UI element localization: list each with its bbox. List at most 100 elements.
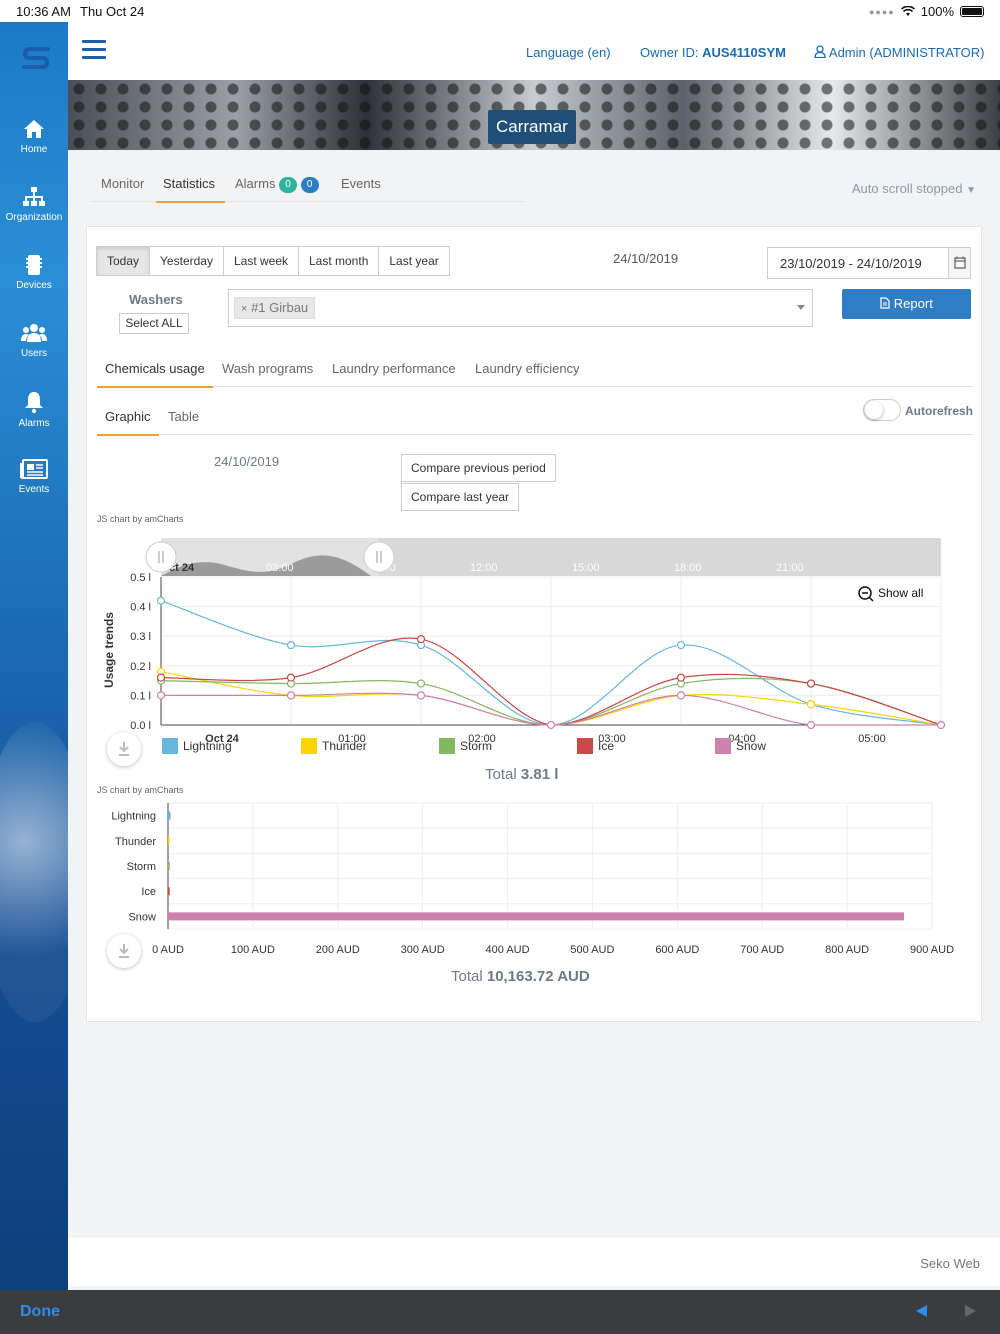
date-range-value: 23/10/2019 - 24/10/2019: [780, 256, 922, 271]
x-tick-label: 800 AUD: [825, 944, 869, 956]
tab-statistics[interactable]: Statistics: [163, 176, 216, 191]
data-point-lightning: [156, 596, 166, 605]
tab-alarms[interactable]: Alarms 0 0: [235, 176, 319, 193]
legend-item-thunder[interactable]: Thunder: [301, 738, 367, 754]
chip-label: #1 Girbau: [251, 300, 309, 315]
category-label: Storm: [127, 861, 156, 873]
current-date: 24/10/2019: [613, 251, 679, 266]
autorefresh-label: Autorefresh: [905, 404, 974, 418]
download-chart-button[interactable]: [107, 934, 141, 968]
subtab-laundry-performance[interactable]: Laundry performance: [332, 361, 456, 376]
legend-label: Thunder: [322, 739, 367, 753]
category-label: Snow: [128, 911, 156, 923]
y-tick-label: 0.1 l: [130, 690, 151, 702]
status-right: ●●●● 100%: [869, 4, 984, 19]
scrollbar-selection: [161, 538, 379, 576]
data-point-storm: [416, 679, 426, 688]
autorefresh-toggle[interactable]: [863, 399, 901, 421]
subtab-chemicals-usage[interactable]: Chemicals usage: [105, 361, 205, 376]
admin-label: Admin (ADMINISTRATOR): [828, 45, 985, 60]
y-tick-label: 0.5 l: [130, 572, 151, 584]
period-last-year-button[interactable]: Last year: [378, 246, 450, 276]
sidebar-item-organization[interactable]: Organization: [0, 186, 68, 223]
sidebar-item-label: Users: [20, 348, 48, 359]
language-link[interactable]: Language (en): [526, 45, 611, 60]
hamburger-menu-icon[interactable]: [82, 40, 106, 60]
scrollbar-handle-right-grip-icon: [376, 551, 382, 563]
data-point-thunder: [806, 700, 816, 709]
subtab-laundry-efficiency[interactable]: Laundry efficiency: [475, 361, 580, 376]
legend-item-ice[interactable]: Ice: [577, 738, 614, 754]
sidebar-item-alarms[interactable]: Alarms: [0, 390, 68, 429]
category-label: Thunder: [115, 836, 156, 848]
data-point-snow: [286, 691, 296, 700]
subtab-wash-programs[interactable]: Wash programs: [222, 361, 314, 376]
users-icon: [21, 324, 47, 342]
statistics-panel: Today Yesterday Last week Last month Las…: [86, 226, 982, 1022]
device-icon: [26, 255, 42, 275]
done-button[interactable]: Done: [20, 1303, 60, 1320]
scrollbar-handle-right-circle: [363, 541, 395, 573]
view-tabs: Graphic Table: [97, 401, 973, 436]
download-chart-button[interactable]: [107, 732, 141, 766]
scrollbar-handle-left-grip-icon: [158, 551, 164, 563]
site-title: Carramar: [488, 110, 576, 144]
x-tick-label: 700 AUD: [740, 944, 784, 956]
total-costs-chart: 0 AUD 100 AUD 200 AUD 300 AUD 400 AUD 500 AUD…: [111, 802, 954, 956]
scrollbar-label: 12:00: [470, 562, 498, 574]
seko-logo-icon[interactable]: [22, 46, 50, 70]
tab-graphic[interactable]: Graphic: [105, 409, 151, 424]
period-yesterday-button[interactable]: Yesterday: [149, 246, 224, 276]
legend-item-lightning[interactable]: Lightning: [162, 738, 232, 754]
status-date: Thu Oct 24: [80, 4, 145, 19]
admin-user-link[interactable]: Admin (ADMINISTRATOR): [814, 45, 984, 60]
data-point-ice: [676, 673, 686, 682]
x-tick-label: 200 AUD: [316, 944, 360, 956]
x-tick-label: Oct 24: [205, 733, 240, 745]
data-point-snow: [676, 691, 686, 700]
y-tick-label: 0.4 l: [130, 602, 151, 614]
compare-previous-period-button[interactable]: Compare previous period: [401, 454, 556, 482]
tab-monitor[interactable]: Monitor: [101, 176, 145, 191]
chart-date: 24/10/2019: [214, 454, 280, 469]
auto-scroll-dropdown[interactable]: Auto scroll stopped ▼: [852, 181, 976, 196]
zoom-out-icon-handle: [862, 592, 874, 602]
statistics-subtabs: Chemicals usage Wash programs Laundry pe…: [97, 353, 973, 388]
calendar-icon[interactable]: [948, 248, 970, 278]
sidebar-item-users[interactable]: Users: [0, 322, 68, 359]
legend-item-storm[interactable]: Storm: [439, 738, 492, 754]
show-all-button[interactable]: Show all: [858, 586, 923, 602]
scrollbar-label: 21:00: [776, 562, 804, 574]
period-last-week-button[interactable]: Last week: [222, 246, 299, 276]
download-icon: [119, 742, 129, 756]
period-today-button[interactable]: Today: [96, 246, 151, 276]
compare-last-year-button[interactable]: Compare last year: [401, 483, 520, 511]
sidebar-item-devices[interactable]: Devices: [0, 254, 68, 291]
bar-lightning: [168, 811, 171, 820]
select-all-button[interactable]: Select ALL: [119, 313, 189, 334]
x-tick-label: 900 AUD: [910, 944, 954, 956]
x-tick-label: 01:00: [338, 733, 366, 745]
date-range-picker[interactable]: 23/10/2019 - 24/10/2019: [767, 247, 971, 279]
tab-events[interactable]: Events: [341, 176, 381, 191]
x-tick-label: 300 AUD: [401, 944, 445, 956]
user-icon: [814, 45, 826, 59]
main-tabs: Monitor Statistics Alarms 0 0 Events: [90, 172, 524, 203]
data-point-lightning: [676, 640, 686, 650]
forward-arrow-icon[interactable]: [965, 1305, 976, 1317]
period-last-month-button[interactable]: Last month: [298, 246, 380, 276]
washers-multiselect[interactable]: × #1 Girbau: [228, 289, 813, 327]
report-button[interactable]: Report: [842, 289, 971, 319]
sidebar-item-home[interactable]: Home: [0, 118, 68, 155]
caret-down-icon: ▼: [966, 185, 976, 196]
total-usage: Total 3.81 l: [485, 766, 558, 783]
show-all-label: Show all: [878, 586, 923, 600]
download-icon: [119, 944, 129, 958]
legend-item-snow[interactable]: Snow: [715, 738, 766, 754]
category-label: Lightning: [111, 811, 156, 823]
back-arrow-icon[interactable]: [916, 1305, 927, 1317]
sidebar-item-events[interactable]: Events: [0, 458, 68, 495]
scrollbar-label: 15:00: [572, 562, 600, 574]
chip-remove-icon[interactable]: ×: [241, 303, 248, 315]
tab-table[interactable]: Table: [168, 409, 200, 424]
